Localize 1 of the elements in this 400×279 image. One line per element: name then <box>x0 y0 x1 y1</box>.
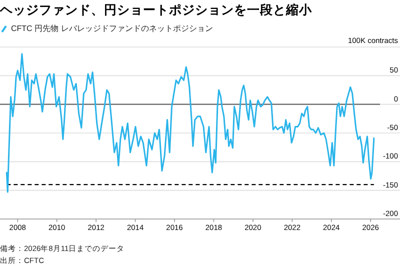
chart-title: ヘッジファンド、円ショートポジションを一段と縮小 <box>0 2 313 17</box>
